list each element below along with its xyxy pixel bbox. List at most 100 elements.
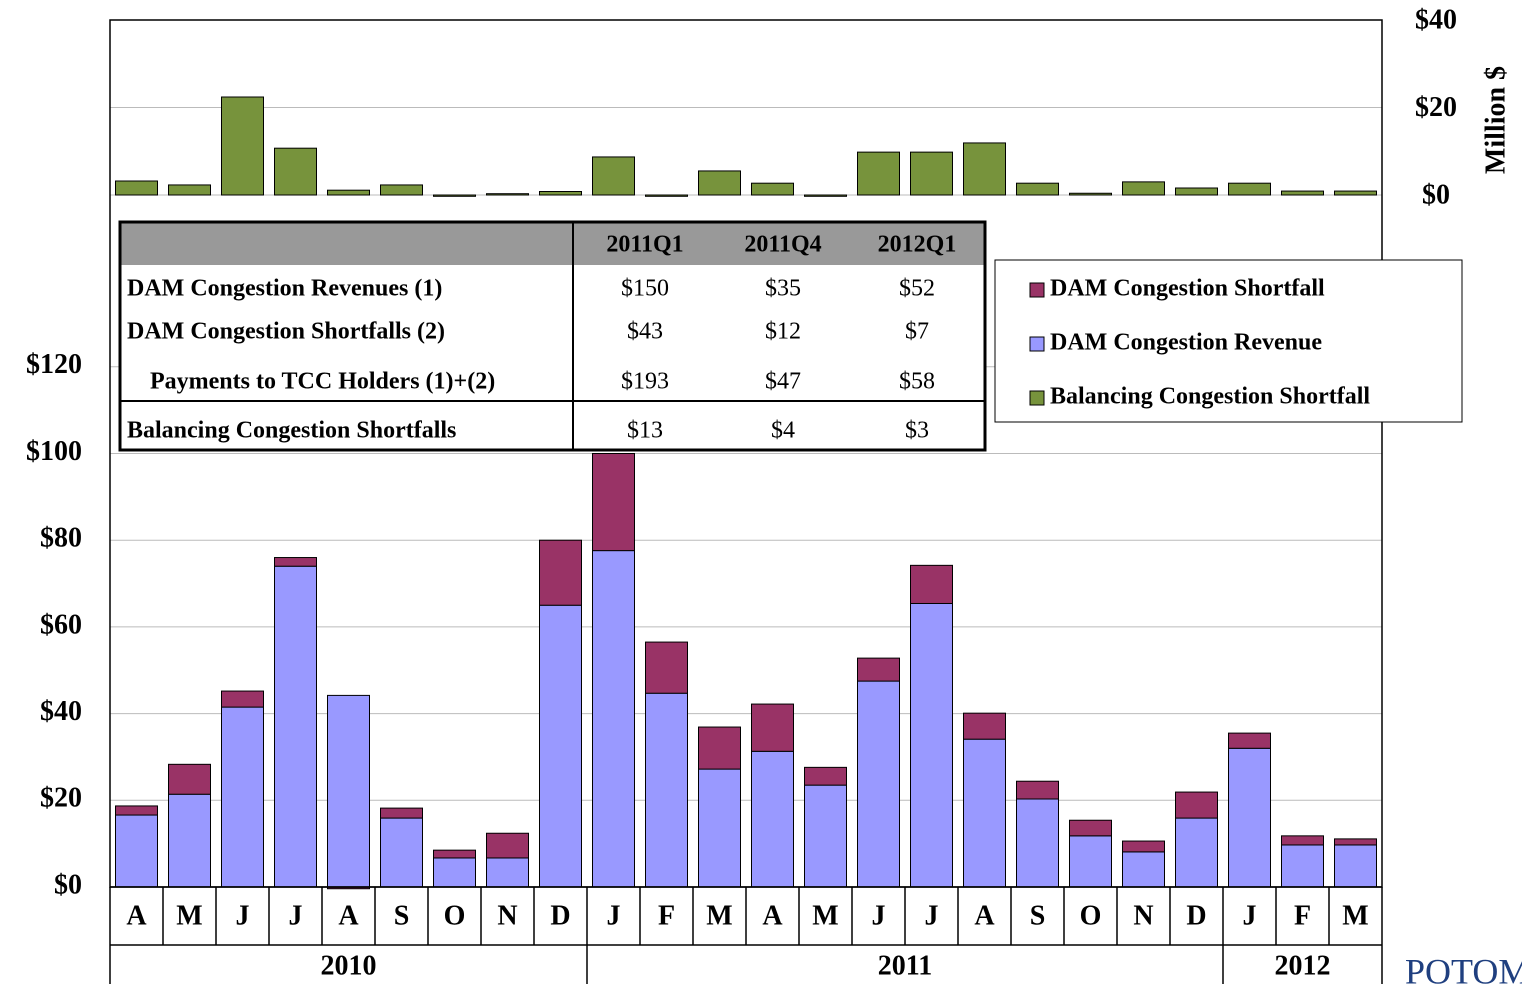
- table-row-label: Balancing Congestion Shortfalls: [127, 418, 456, 444]
- x-tick-label: A: [338, 900, 359, 931]
- x-tick-label: M: [812, 900, 838, 931]
- table-header-bg: [120, 222, 985, 265]
- year-label: 2010: [321, 950, 377, 981]
- bar-segment: [486, 857, 529, 888]
- table-cell: $35: [765, 276, 801, 302]
- bar: [380, 184, 423, 196]
- x-tick-label: O: [444, 900, 466, 931]
- bar-segment: [1228, 732, 1271, 749]
- table-row-label: Payments to TCC Holders (1)+(2): [150, 369, 495, 395]
- bar-segment: [1069, 819, 1112, 837]
- table-row-label: DAM Congestion Shortfalls (2): [127, 319, 445, 345]
- x-tick-label: J: [289, 900, 303, 931]
- y-tick-label: $0: [54, 869, 82, 900]
- bar-segment: [1228, 747, 1271, 888]
- table-header: 2012Q1: [878, 232, 957, 258]
- legend-box: [994, 259, 1463, 423]
- y-tick-label: $100: [26, 436, 82, 467]
- bar-segment: [1281, 835, 1324, 846]
- x-tick-label: A: [974, 900, 995, 931]
- bar: [1069, 192, 1112, 196]
- bar: [1175, 187, 1218, 196]
- table-header: 2011Q1: [606, 232, 683, 258]
- bar: [539, 191, 582, 196]
- bar-segment: [592, 453, 635, 552]
- bar-segment: [963, 712, 1006, 740]
- bar-segment: [592, 550, 635, 888]
- bar-segment: [539, 604, 582, 888]
- bar-segment: [1122, 851, 1165, 888]
- table-border: [118, 220, 987, 452]
- bar-segment: [751, 750, 794, 888]
- bar-segment: [857, 657, 900, 682]
- bar: [592, 156, 635, 196]
- table-cell: $4: [771, 418, 795, 444]
- bar-segment: [910, 602, 953, 888]
- bar-segment: [645, 641, 688, 694]
- bar-segment: [1281, 844, 1324, 888]
- table-cell: $12: [765, 319, 801, 345]
- bar-segment: [910, 564, 953, 604]
- x-tick-label: O: [1080, 900, 1102, 931]
- bar-segment: [645, 692, 688, 888]
- x-tick-label: J: [925, 900, 939, 931]
- bar-segment: [1069, 835, 1112, 888]
- bar-segment: [963, 738, 1006, 888]
- year-label: 2011: [878, 950, 932, 981]
- table-cell: $193: [621, 369, 669, 395]
- x-tick-label: M: [176, 900, 202, 931]
- table-cell: $3: [905, 418, 929, 444]
- y-tick-label: $60: [40, 609, 82, 640]
- bar-segment: [433, 849, 476, 859]
- legend-swatch: [1029, 336, 1045, 352]
- bar: [910, 151, 953, 196]
- x-tick-label: A: [126, 900, 147, 931]
- legend-label: DAM Congestion Shortfall: [1050, 276, 1325, 302]
- y2-tick-label: $40: [1415, 4, 1457, 35]
- bar-segment: [433, 857, 476, 888]
- bar: [221, 96, 264, 196]
- bar: [645, 194, 688, 197]
- table-header: 2011Q4: [744, 232, 821, 258]
- bar-segment: [380, 807, 423, 819]
- x-tick-label: M: [1342, 900, 1368, 931]
- bar-segment: [221, 706, 264, 888]
- table-cell: $7: [905, 319, 929, 345]
- bar: [274, 147, 317, 196]
- x-tick-label: J: [1243, 900, 1257, 931]
- x-tick-label: S: [394, 900, 410, 931]
- bar: [1334, 190, 1377, 196]
- bar: [804, 194, 847, 197]
- bar-segment: [486, 832, 529, 859]
- bar-segment: [274, 565, 317, 888]
- legend-label: Balancing Congestion Shortfall: [1050, 384, 1370, 410]
- bar-segment: [274, 557, 317, 567]
- bar: [963, 142, 1006, 196]
- y-tick-label: $80: [40, 523, 82, 554]
- x-tick-label: D: [1186, 900, 1206, 931]
- table-cell: $58: [899, 369, 935, 395]
- bar-segment: [698, 726, 741, 770]
- year-label: 2012: [1275, 950, 1331, 981]
- bar-segment: [857, 680, 900, 888]
- x-tick-label: J: [607, 900, 621, 931]
- x-tick-label: J: [872, 900, 886, 931]
- bar-segment: [804, 784, 847, 888]
- table-cell: $52: [899, 276, 935, 302]
- x-tick-label: F: [1294, 900, 1311, 931]
- y2-tick-label: $20: [1415, 92, 1457, 123]
- bar-segment: [1122, 840, 1165, 853]
- table-cell: $150: [621, 276, 669, 302]
- x-tick-label: D: [550, 900, 570, 931]
- bar-segment: [698, 768, 741, 888]
- table-cell: $43: [627, 319, 663, 345]
- bar-segment: [380, 817, 423, 888]
- legend-swatch: [1029, 282, 1045, 298]
- y-tick-label: $20: [40, 783, 82, 814]
- bar: [168, 184, 211, 196]
- x-tick-label: N: [1133, 900, 1153, 931]
- table-cell: $47: [765, 369, 801, 395]
- bar-segment: [115, 805, 158, 816]
